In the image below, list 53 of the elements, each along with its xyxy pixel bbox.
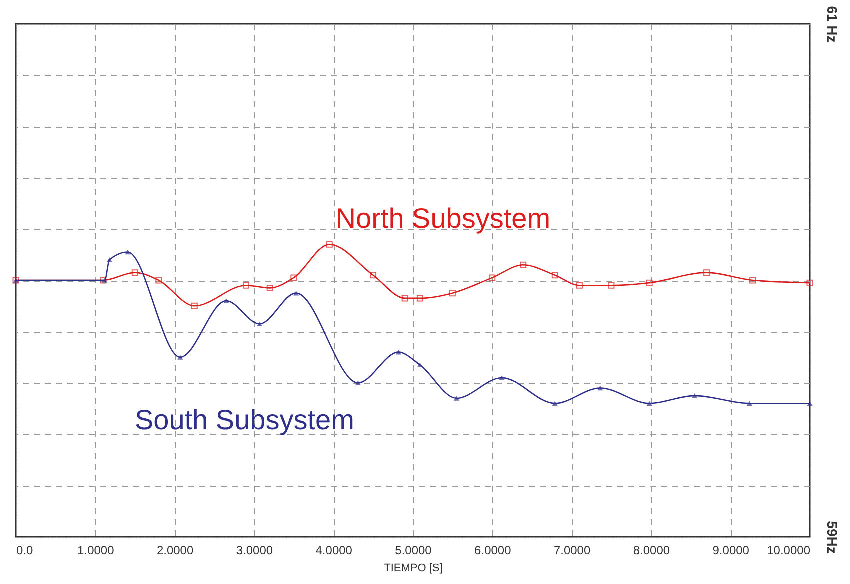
point [750,277,756,284]
point [646,401,652,406]
x-axis-title: TIEMPO [S] [384,562,443,574]
point [191,302,198,310]
point [552,272,558,279]
x-tick-label: 1.0000 [78,544,115,558]
x-tick-label: 8.0000 [633,544,670,558]
point [396,350,402,355]
point [454,396,460,401]
x-tick-label: 7.0000 [554,544,591,558]
x-tick-label: 2.0000 [156,544,194,558]
point [489,274,496,282]
point [520,262,527,268]
point [608,282,615,289]
x-tick-label: 0.0 [16,544,34,558]
point [106,258,112,262]
point [266,284,274,292]
point [294,290,300,296]
x-tick-label: 5.0000 [395,544,432,558]
point [156,277,162,284]
point [704,270,710,276]
point [224,298,230,304]
y-tick-label: 61 Hz [824,6,840,43]
point [449,290,456,297]
x-tick-label: 3.0000 [236,544,274,558]
point [499,376,505,380]
point [125,250,131,255]
x-tick-label: 9.0000 [712,544,750,558]
point [746,401,752,406]
x-tick-label: 6.0000 [474,544,512,558]
point [416,295,424,302]
point [132,270,138,276]
point [257,322,262,326]
point [576,282,583,289]
point [326,241,333,248]
x-tick-label: 10.0000 [767,544,811,558]
series-label: South Subsystem [134,404,354,436]
point [178,355,184,360]
point [646,280,653,286]
point [806,280,814,286]
point [370,272,377,279]
point [402,295,408,302]
series-label: North Subsystem [336,203,551,234]
x-tick-label: 4.0000 [316,544,353,558]
point [290,274,298,282]
point [692,394,698,398]
y-tick-label: 59Hz [824,521,840,554]
point [243,282,250,289]
point [417,362,423,368]
point [598,386,604,391]
point [552,401,558,406]
point [807,401,813,406]
point [355,380,361,386]
